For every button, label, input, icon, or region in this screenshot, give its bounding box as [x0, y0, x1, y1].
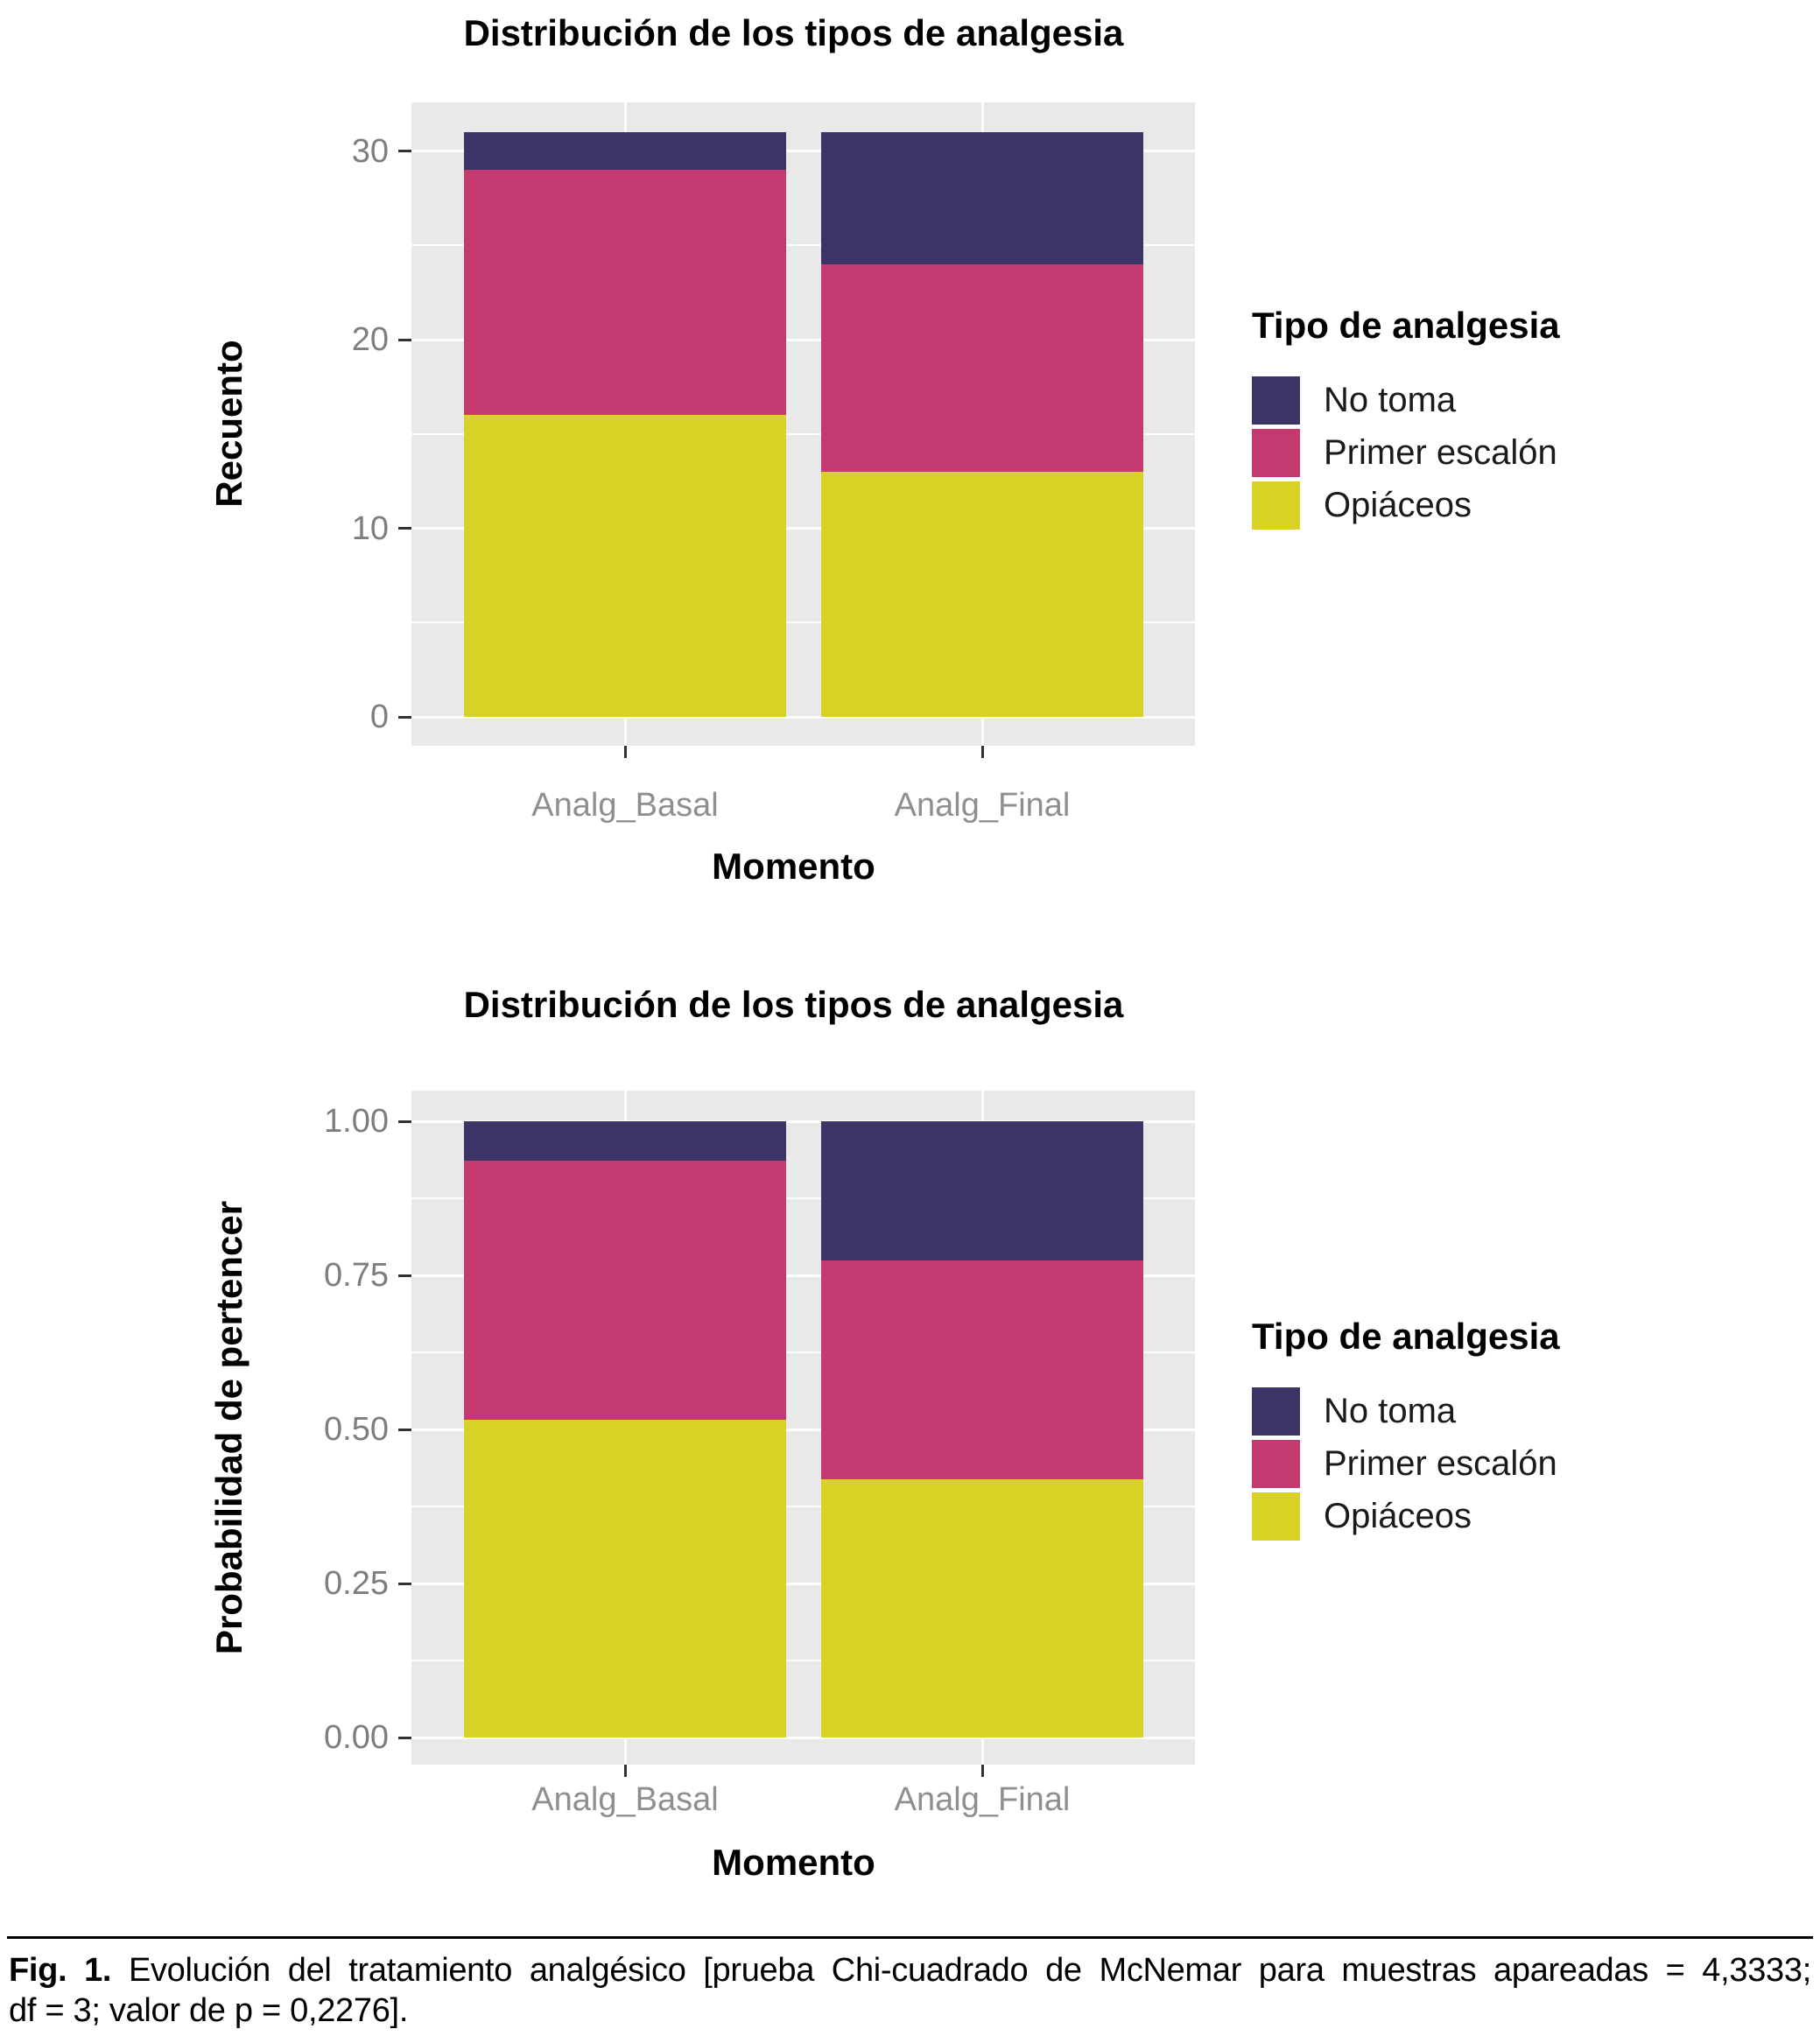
chart1-y-tick-label: 20 [351, 321, 389, 358]
chart2-bar-analg-final-segment-opiaceos [821, 1478, 1143, 1738]
chart2-y-tick-mark [398, 1582, 411, 1585]
chart2-minor-gridline [411, 1197, 1195, 1199]
chart2-y-tick-label: 0.25 [324, 1565, 389, 1602]
chart1-y-axis-title: Recuento [208, 340, 249, 508]
chart2-legend-label-no-toma: No toma [1324, 1392, 1457, 1430]
chart2-minor-gridline [411, 1351, 1195, 1353]
chart1-y-tick-mark [398, 338, 411, 341]
chart2-legend-label-opiaceos: Opiáceos [1324, 1497, 1472, 1535]
chart2-x-category-label-analg-basal: Analg_Basal [531, 1781, 719, 1818]
chart2-y-tick-label: 1.00 [324, 1103, 389, 1140]
chart1-bar-analg-final-segment-primer-escalon [821, 263, 1143, 472]
chart2-y-tick-label: 0.50 [324, 1411, 389, 1448]
chart1-legend-swatch-primer-escalon [1252, 429, 1300, 477]
chart2-bar-analg-final-segment-primer-escalon [821, 1260, 1143, 1479]
chart1-bar-analg-basal-segment-no-toma [464, 131, 786, 171]
chart1-y-tick-label: 10 [351, 509, 389, 547]
chart2-minor-gridline [411, 1660, 1195, 1661]
chart1-major-gridline [411, 150, 1195, 152]
chart2-legend-label-primer-escalon: Primer escalón [1324, 1444, 1557, 1483]
chart2-bar-analg-basal-segment-no-toma [464, 1121, 786, 1162]
caption-figure-label: Fig. 1. [9, 1952, 112, 1989]
chart2-minor-gridline [411, 1506, 1195, 1507]
chart1-legend-label-primer-escalon: Primer escalón [1324, 433, 1557, 472]
chart1-x-axis-title: Momento [712, 846, 875, 887]
chart1-major-gridline [411, 338, 1195, 341]
chart1-x-tick-mark [980, 746, 984, 758]
caption-text-2: df = 3; valor de p = 0,2276]. [9, 1992, 409, 2029]
chart2-major-gridline [411, 1736, 1195, 1739]
chart2-bar-analg-basal-segment-primer-escalon [464, 1161, 786, 1420]
chart2-x-axis-title: Momento [712, 1842, 875, 1883]
chart1-y-tick-mark [398, 715, 411, 719]
chart1-bar-analg-final-segment-no-toma [821, 131, 1143, 264]
chart2-title: Distribución de los tipos de analgesia [463, 984, 1124, 1025]
chart2-major-gridline [411, 1582, 1195, 1585]
chart1-bar-analg-basal-segment-primer-escalon [464, 170, 786, 416]
chart1-y-tick-label: 30 [351, 132, 389, 170]
chart2-y-tick-label: 0.75 [324, 1257, 389, 1294]
figure-caption: Fig. 1. Evolución del tratamiento analgé… [9, 1950, 1811, 2031]
chart2-x-tick-mark [980, 1765, 984, 1777]
chart1-legend-title: Tipo de analgesia [1252, 305, 1560, 346]
chart1-bar-analg-final-segment-opiaceos [821, 471, 1143, 717]
chart1-y-tick-mark [398, 527, 411, 530]
chart1-x-tick-mark [623, 746, 627, 758]
chart2-bar-analg-final-segment-no-toma [821, 1121, 1143, 1260]
chart2-y-axis-title: Probabilidad de pertencer [208, 1200, 249, 1655]
chart1-major-gridline [411, 527, 1195, 530]
chart1-legend-label-opiaceos: Opiáceos [1324, 486, 1472, 524]
chart2-y-tick-mark [398, 1274, 411, 1277]
chart2-x-category-label-analg-final: Analg_Final [894, 1781, 1071, 1818]
chart1-minor-gridline [411, 432, 1195, 435]
chart1-minor-gridline [411, 244, 1195, 247]
caption-line-1: Fig. 1. Evolución del tratamiento analgé… [9, 1950, 1811, 1990]
chart2-legend-swatch-primer-escalon [1252, 1440, 1300, 1488]
chart2-y-tick-mark [398, 1120, 411, 1123]
chart2-legend-title: Tipo de analgesia [1252, 1316, 1560, 1357]
chart2-legend-swatch-opiaceos [1252, 1492, 1300, 1541]
chart2-y-tick-mark [398, 1736, 411, 1739]
chart2-y-tick-mark [398, 1428, 411, 1431]
chart1-minor-gridline [411, 621, 1195, 624]
chart2-legend-swatch-no-toma [1252, 1387, 1300, 1436]
caption-text-1: Evolución del tratamiento analgésico [pr… [128, 1952, 1811, 1989]
chart1-major-gridline [411, 715, 1195, 719]
chart1-x-category-label-analg-final: Analg_Final [894, 787, 1071, 824]
chart1-legend-swatch-no-toma [1252, 376, 1300, 425]
chart1-bar-analg-basal-segment-opiaceos [464, 415, 786, 717]
chart1-legend-swatch-opiaceos [1252, 481, 1300, 530]
chart2-major-gridline [411, 1274, 1195, 1277]
chart2-y-tick-label: 0.00 [324, 1719, 389, 1756]
chart1-title: Distribución de los tipos de analgesia [463, 12, 1124, 53]
chart1-y-tick-mark [398, 150, 411, 152]
chart2-bar-analg-basal-segment-opiaceos [464, 1419, 786, 1738]
chart2-x-tick-mark [623, 1765, 627, 1777]
chart2-major-gridline [411, 1120, 1195, 1123]
chart2-major-gridline [411, 1428, 1195, 1431]
caption-divider [7, 1936, 1813, 1939]
chart1-x-category-label-analg-basal: Analg_Basal [531, 787, 719, 824]
chart1-legend-label-no-toma: No toma [1324, 381, 1457, 419]
chart1-y-tick-label: 0 [369, 699, 389, 735]
